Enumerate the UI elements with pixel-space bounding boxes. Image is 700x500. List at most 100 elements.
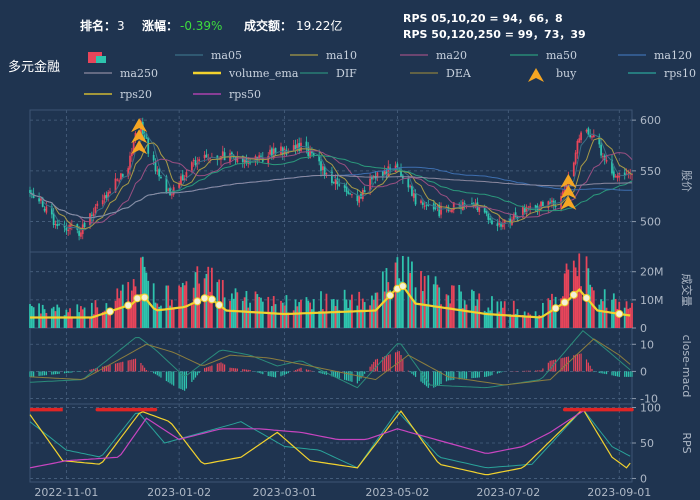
y-axis-label: RPS [680, 432, 693, 453]
volume-bar [487, 307, 490, 328]
volume-bar [525, 315, 528, 328]
macd-bar [373, 361, 375, 372]
volume-bar [483, 310, 486, 328]
volume-bar [274, 304, 277, 328]
legend: ma05 ma10 ma20 ma50 ma120 ma250 volume_ema DIF D… [84, 49, 696, 101]
volume-bar [363, 302, 366, 328]
volume-bar [167, 285, 170, 328]
volume-bar [512, 300, 515, 328]
volume-bar [554, 296, 557, 328]
candle-body [129, 155, 131, 170]
rps-short-readout: RPS 05,10,20 = 94，66，8 [403, 12, 563, 25]
macd-bar [114, 363, 117, 372]
volume-bar [331, 299, 333, 328]
macd-bar [471, 371, 473, 379]
volume-ema-marker [193, 297, 202, 306]
macd-bar [242, 369, 244, 372]
macd-bar [384, 356, 386, 372]
macd-bar [333, 371, 335, 377]
axes-layer: 2022-11-01 2023-01-02 2023-03-01 2023-05-02… [34, 114, 694, 499]
candle-body [438, 204, 441, 217]
buy-marker [560, 173, 577, 188]
candle-body [109, 191, 111, 194]
macd-bar [398, 351, 400, 372]
candle-body [521, 207, 524, 218]
y-tick-label: 0 [640, 472, 647, 485]
volume-bar [465, 304, 468, 328]
candle-body [101, 200, 104, 205]
macd-bar [529, 370, 531, 372]
candle-body [221, 151, 224, 157]
volume-bar [285, 295, 288, 328]
macd-bar [485, 371, 488, 377]
volume-bar [185, 281, 188, 328]
macd-bar [605, 371, 608, 375]
volume-bar [420, 271, 422, 328]
volume-bar [203, 278, 206, 328]
macd-bar [300, 367, 302, 372]
macd-bar [356, 371, 358, 384]
candle-body [243, 159, 246, 164]
candle-body [281, 147, 284, 155]
candle-body [121, 173, 124, 177]
volume-ema-marker [200, 294, 209, 303]
x-tick-label: 2023-05-02 [365, 486, 429, 499]
volume-bar [381, 271, 384, 328]
volume-bar [241, 300, 244, 328]
macd-bar [464, 371, 466, 379]
macd-bar [65, 371, 67, 374]
candle-body [440, 205, 442, 215]
candle-body [152, 154, 155, 161]
candle-body [509, 218, 512, 224]
candle-body [387, 166, 390, 177]
volume-bar [509, 314, 512, 328]
candle-body [574, 152, 577, 164]
macd-bar [436, 371, 438, 386]
volume-bar [232, 298, 235, 328]
legend-item-ma20: ma20 [400, 49, 467, 62]
macd-bar [420, 371, 422, 382]
macd-bar [262, 371, 264, 375]
legend-label: ma50 [546, 49, 577, 62]
legend-item-rps10: rps10 [628, 67, 696, 80]
macd-bar [220, 362, 222, 372]
volume-bar [101, 311, 104, 328]
dea-line [29, 338, 631, 386]
volume-bar [256, 294, 259, 328]
legend-item-buy: buy [528, 67, 577, 82]
candle-body [376, 172, 379, 179]
volume-bar [272, 296, 275, 328]
macd-bar [440, 371, 442, 385]
macd-bar [285, 371, 288, 374]
volume-bar [181, 282, 184, 328]
candle-body [605, 159, 608, 162]
candle-body [147, 137, 150, 154]
candle-body [449, 210, 452, 212]
candle-body [525, 206, 528, 214]
macd-bar [351, 371, 353, 382]
candle-body [194, 160, 197, 165]
macd-bar [282, 371, 284, 376]
y-tick-label: 0 [640, 365, 647, 378]
volume-bar [627, 308, 630, 328]
candle-body [280, 146, 282, 155]
candle-body [170, 194, 173, 196]
y-tick-label: 10 [640, 338, 654, 351]
macd-bar [153, 371, 155, 374]
candle-body [169, 187, 171, 196]
macd-bar [564, 357, 566, 372]
candle-body [541, 201, 544, 207]
macd-bar [542, 368, 544, 372]
volume-bar [318, 311, 321, 328]
macd-bar [625, 371, 628, 377]
macd-bar [274, 371, 277, 378]
candle-body [332, 182, 335, 184]
candle-body [190, 162, 193, 171]
candle-body [551, 200, 553, 204]
candle-body [80, 232, 82, 237]
volume-bar [249, 302, 251, 328]
macd-bar [45, 371, 47, 376]
volume-bar [491, 296, 493, 328]
macd-bar [40, 371, 42, 376]
